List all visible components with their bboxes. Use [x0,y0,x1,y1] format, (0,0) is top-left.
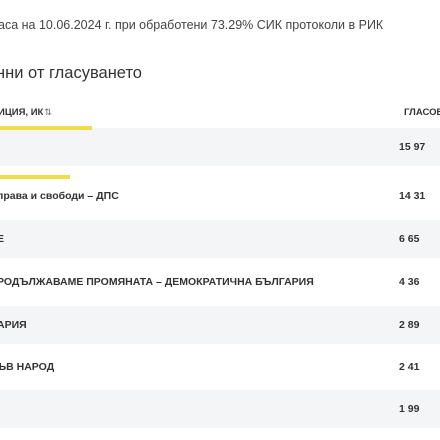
table-row[interactable]: 1 99 [0,390,440,428]
party-name: РОДЪЛЖАВАМЕ ПРОМЯНАТА – ДЕМОКРАТИЧНА БЪЛ… [0,276,314,288]
vote-count: 4 36 [399,276,420,288]
sort-icon[interactable]: ⇅ [44,107,52,117]
vote-count: 14 31 [399,190,426,202]
vote-count: 15 97 [399,141,426,153]
party-name: ЪВ НАРОД [0,361,55,373]
vote-share-bar [0,126,92,130]
party-name: права и свободи – ДПС [0,190,119,202]
table-row[interactable]: ЪВ НАРОД 2 41 [0,348,440,386]
vote-count: 2 89 [399,319,420,331]
table-row[interactable]: АРИЯ 2 89 [0,306,440,344]
party-name: Е [0,233,5,245]
table-row[interactable]: Е 6 65 [0,220,440,258]
party-name: АРИЯ [0,319,27,331]
table-row[interactable]: права и свободи – ДПС 14 31 [0,175,440,215]
table-row[interactable]: РОДЪЛЖАВАМЕ ПРОМЯНАТА – ДЕМОКРАТИЧНА БЪЛ… [0,263,440,301]
votes-column-header[interactable]: ГЛАСОВ [404,107,440,118]
party-column-header-label: ИЦИЯ, ИК [0,107,44,118]
party-column-header[interactable]: ИЦИЯ, ИК⇅ [0,107,52,118]
vote-count: 2 41 [399,361,420,373]
vote-count: 1 99 [399,403,420,415]
vote-share-bar [0,175,70,179]
section-title: нни от гласуването [0,64,142,82]
table-row[interactable]: 15 97 [0,126,440,166]
results-status-text: аса на 10.06.2024 г. при обработени 73.2… [0,18,384,32]
vote-count: 6 65 [399,233,420,245]
